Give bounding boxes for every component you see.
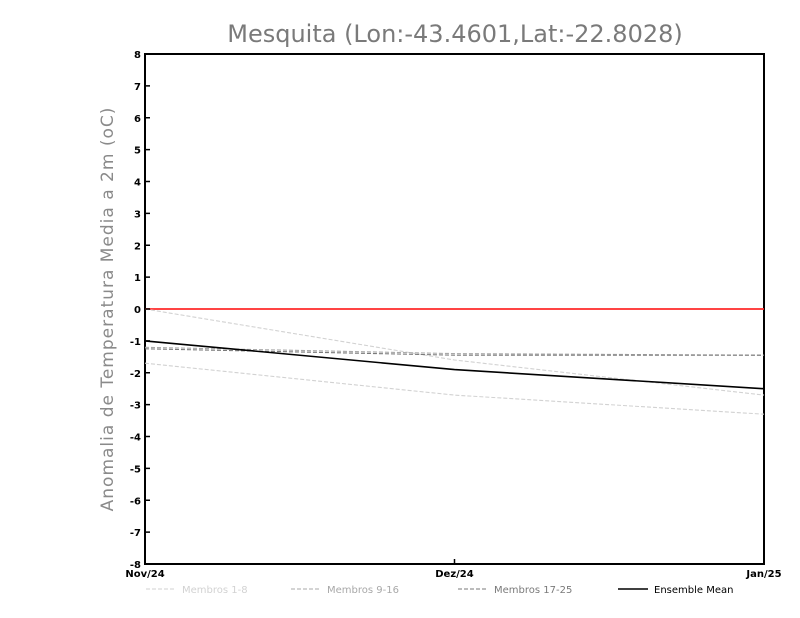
y-tick-label: 7 (134, 82, 141, 93)
legend-label-ensemble-mean: Ensemble Mean (654, 585, 733, 596)
x-axis: Nov/24 Dez/24 Jan/25 (125, 559, 782, 580)
y-axis-label: Anomalia de Temperatura Media a 2m (oC) (98, 107, 118, 512)
x-tick-label: Jan/25 (745, 569, 781, 580)
legend-label-membros-1-8: Membros 1-8 (182, 585, 248, 596)
y-tick-label: -7 (130, 528, 141, 539)
legend-label-membros-17-25: Membros 17-25 (494, 585, 572, 596)
legend-label-membros-9-16: Membros 9-16 (327, 585, 399, 596)
y-tick-label: 0 (134, 305, 141, 316)
series-line-membros-1-8 (144, 308, 765, 396)
y-tick-label: -4 (130, 433, 141, 444)
y-tick-label: -3 (130, 401, 141, 412)
y-tick-label: 6 (134, 114, 141, 125)
y-tick-label: -2 (130, 369, 141, 380)
x-tick-label: Nov/24 (125, 569, 164, 580)
series-layer (144, 308, 765, 415)
series-line-ensemble-mean (144, 340, 765, 390)
y-tick-label: 3 (134, 209, 141, 220)
y-tick-label: -6 (130, 496, 141, 507)
x-tick-label: Dez/24 (435, 569, 474, 580)
legend: Membros 1-8 Membros 9-16 Membros 17-25 Ense… (146, 585, 733, 596)
y-tick-label: -8 (130, 560, 141, 571)
y-tick-label: -1 (130, 337, 141, 348)
y-tick-label: -5 (130, 464, 141, 475)
y-tick-label: 5 (134, 146, 141, 157)
series-line-membros-9-16 (144, 346, 765, 356)
y-tick-label: 4 (134, 178, 141, 189)
y-axis: 8 7 6 5 4 3 2 1 0 -1 -2 -3 -4 -5 -6 -7 -8 (130, 50, 150, 571)
y-tick-label: 2 (134, 241, 141, 252)
series-line-membros-1-8 (144, 362, 765, 415)
y-tick-label: 1 (134, 273, 141, 284)
y-tick-label: 8 (134, 50, 141, 61)
chart-title: Mesquita (Lon:-43.4601,Lat:-22.8028) (227, 20, 683, 48)
